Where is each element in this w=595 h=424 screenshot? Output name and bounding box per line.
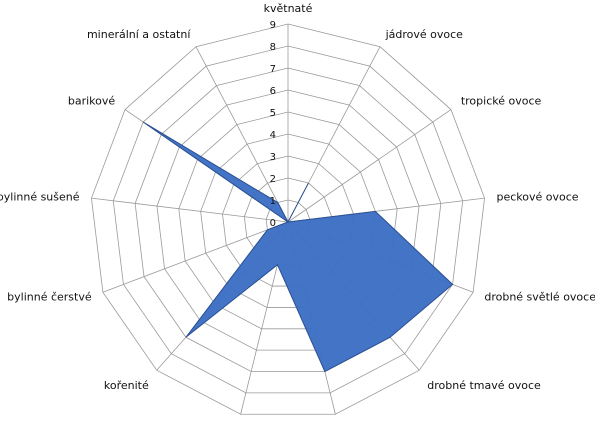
tick-label-9: 9 (270, 20, 276, 31)
spoke-9 (102, 221, 289, 293)
grid-ring-7 (134, 67, 442, 372)
radar-series (142, 121, 454, 373)
category-label-3: peckové ovoce (496, 191, 578, 204)
tick-label-0: 0 (270, 218, 276, 229)
radial-ticks: 0 1 2 3 4 5 6 7 8 9 (270, 20, 276, 229)
grid-ring-6 (156, 89, 420, 351)
category-label-0: květnaté (264, 2, 313, 15)
category-label-12: minerální a ostatní (87, 28, 191, 41)
category-label-9: bylinné čerstvé (7, 290, 92, 303)
tick-label-6: 6 (270, 86, 276, 97)
tick-label-1: 1 (270, 196, 276, 207)
grid-ring-4 (200, 133, 376, 308)
category-label-1: jádrové ovoce (385, 28, 464, 41)
spoke-2 (287, 109, 452, 223)
grid-ring-5 (178, 111, 398, 330)
category-label-8: kořenité (104, 379, 149, 392)
spoke-12 (195, 46, 289, 223)
category-label-11: barikové (68, 95, 116, 108)
category-label-4: drobné světlé ovoce (484, 290, 595, 303)
radar-grid (91, 23, 485, 415)
tick-label-4: 4 (270, 130, 276, 141)
tick-label-8: 8 (270, 42, 276, 53)
grid-ring-8 (112, 45, 464, 394)
category-label-5: drobné tmavé ovoce (427, 379, 541, 392)
grid-ring-9 (91, 23, 485, 415)
tick-label-7: 7 (270, 64, 276, 75)
spoke-10 (91, 197, 289, 223)
series-area (142, 121, 454, 373)
tick-label-2: 2 (270, 174, 276, 185)
tick-label-5: 5 (270, 108, 276, 119)
tick-label-3: 3 (270, 152, 276, 163)
category-label-10: bylinné sušené (0, 191, 80, 204)
category-label-2: tropické ovoce (461, 95, 542, 108)
